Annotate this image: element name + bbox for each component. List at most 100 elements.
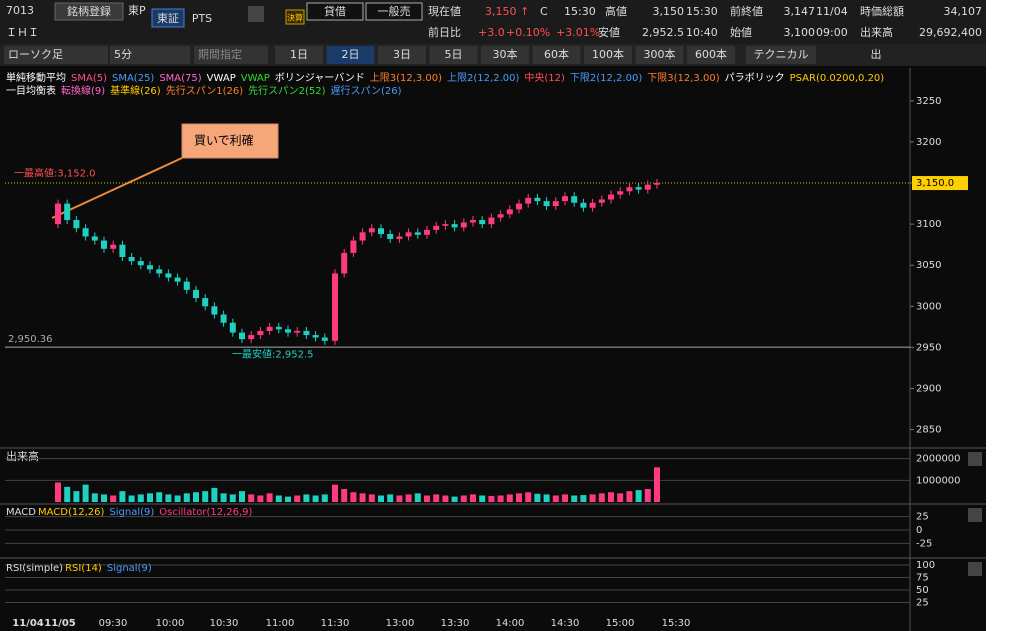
exchange[interactable]: 東証 — [157, 12, 179, 25]
range-btn[interactable] — [429, 46, 478, 64]
volume-bar — [488, 495, 495, 502]
volume-bar — [229, 494, 236, 502]
volume-bar — [321, 494, 328, 502]
candle — [451, 224, 458, 228]
y-tick-label: 2000000 — [916, 454, 961, 465]
legend-item: 上限3(12,3.00) — [370, 72, 442, 84]
x-tick-label: 15:30 — [662, 618, 691, 629]
interval[interactable]: 5分 — [114, 48, 132, 61]
volume-bar — [598, 493, 605, 502]
volume-bar — [424, 495, 430, 502]
label: 前日比 — [428, 25, 461, 39]
legend-item: PSAR(0.0200,0.20) — [790, 73, 885, 84]
legend-item: 先行スパン1(26) — [166, 84, 243, 97]
candle — [321, 337, 328, 341]
volume-bar — [626, 491, 633, 502]
range-btn[interactable] — [275, 46, 323, 64]
label: 時価総額 — [860, 4, 904, 18]
range[interactable]: 3日 — [393, 48, 411, 61]
interval-select[interactable] — [110, 46, 190, 64]
range-btn[interactable] — [326, 46, 375, 64]
candle — [460, 222, 467, 228]
panel-title: RSI(simple) — [6, 563, 63, 574]
range[interactable]: 600本 — [695, 47, 727, 61]
alert-icon[interactable] — [248, 6, 264, 22]
technical-btn[interactable] — [746, 46, 816, 64]
volume-bar — [442, 495, 449, 502]
candle — [580, 202, 587, 208]
lending[interactable]: 貸借 — [324, 4, 346, 18]
range[interactable]: 1日 — [290, 48, 308, 61]
y-tick-label: 3100 — [916, 219, 941, 230]
low-label: 一最安値:2,952.5 — [232, 347, 314, 360]
volume-bar — [479, 495, 486, 502]
legend-item: Signal(9) — [107, 563, 152, 574]
range[interactable]: 100本 — [592, 47, 624, 61]
legend-item: 上限2(12,2.00) — [447, 72, 519, 84]
volume-bar — [359, 493, 366, 502]
volume-bar — [174, 495, 181, 502]
volume-bar — [608, 492, 614, 502]
candle — [229, 322, 236, 333]
earnings: 決算 — [287, 13, 303, 23]
volume-bar — [220, 493, 227, 502]
close-btn[interactable] — [968, 508, 982, 522]
period[interactable]: 期間指定 — [198, 47, 242, 61]
volume-bar — [275, 495, 282, 502]
candle — [470, 220, 476, 223]
legend-item: パラボリック — [725, 72, 785, 84]
legend-item: MACD(12,26) — [38, 507, 105, 518]
range-btn[interactable] — [687, 46, 735, 64]
legend-item: Oscillator(12,26,9) — [159, 507, 252, 518]
range[interactable]: 60本 — [544, 47, 569, 61]
exchange-btn[interactable] — [151, 8, 185, 28]
technical[interactable]: テクニカル — [754, 48, 809, 61]
range[interactable]: 2日 — [342, 48, 360, 61]
x-tick-label: 11/05 — [44, 618, 76, 629]
chart-type[interactable]: ローソク足 — [8, 48, 63, 61]
volume-bar — [368, 494, 375, 502]
candle — [137, 261, 144, 266]
close-btn[interactable] — [968, 452, 982, 466]
range-btn[interactable] — [532, 46, 581, 64]
register[interactable]: 銘柄登録 — [67, 4, 111, 18]
volume-bar — [341, 489, 348, 502]
candle — [110, 244, 117, 249]
candle — [303, 330, 310, 336]
candle — [654, 183, 660, 185]
sell-btn[interactable] — [365, 2, 423, 21]
range-btn[interactable] — [378, 46, 426, 64]
volume-bar — [617, 493, 624, 502]
period-select[interactable] — [194, 46, 268, 64]
chart-type-select[interactable] — [4, 46, 108, 64]
exchange[interactable]: PTS — [192, 12, 212, 25]
close-btn[interactable] — [968, 562, 982, 576]
candle — [73, 220, 80, 229]
value: 11/04 — [816, 5, 848, 18]
range[interactable]: 300本 — [644, 47, 676, 61]
output[interactable]: 出 — [871, 47, 882, 61]
candle — [516, 203, 522, 210]
range[interactable]: 5日 — [445, 48, 463, 61]
volume-bar — [414, 493, 421, 502]
volume-bar — [405, 494, 412, 502]
range[interactable]: 30本 — [493, 47, 518, 61]
candle — [211, 306, 218, 315]
legend-item: SMA(25) — [112, 73, 154, 84]
range-btn[interactable] — [584, 46, 632, 64]
general-sell[interactable]: 一般売 — [378, 5, 411, 18]
candle — [433, 225, 440, 230]
lending-btn[interactable] — [306, 2, 364, 21]
candle — [101, 240, 107, 249]
range-btn[interactable] — [481, 46, 529, 64]
market: 東P — [128, 4, 146, 17]
legend-item: VWAP — [241, 73, 270, 84]
volume-bar — [165, 494, 172, 502]
volume-bar — [378, 495, 384, 502]
volume-bar — [516, 493, 522, 502]
range-btn[interactable] — [635, 46, 684, 64]
y-tick-label: 3200 — [916, 137, 941, 148]
candle — [543, 201, 550, 207]
candle — [644, 184, 651, 190]
register-btn[interactable] — [54, 2, 124, 21]
